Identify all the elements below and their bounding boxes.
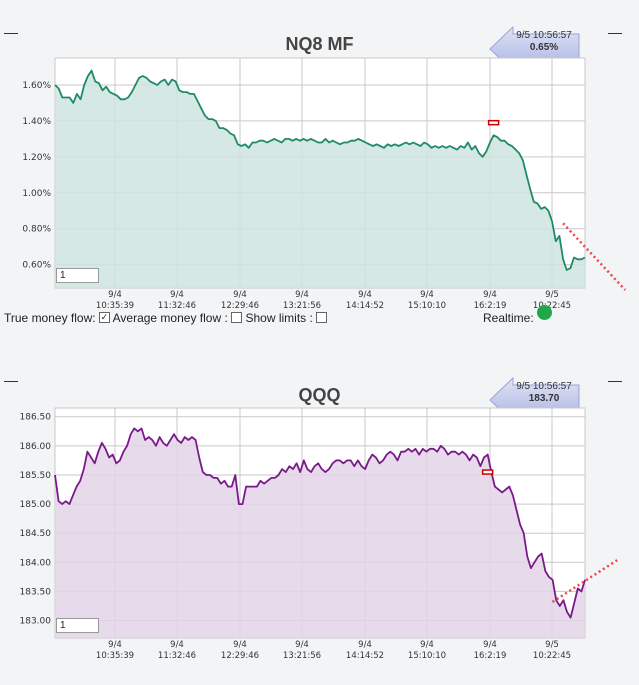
y-tick-label: 1.00% xyxy=(22,189,51,199)
x-tick-date: 9/5 xyxy=(545,640,559,650)
x-tick-date: 9/4 xyxy=(420,640,434,650)
y-tick-label: 183.00 xyxy=(20,617,52,627)
x-tick-date: 9/4 xyxy=(170,290,184,300)
realtime-indicator[interactable] xyxy=(537,305,552,320)
x-tick-time: 10:35:39 xyxy=(96,651,134,661)
y-tick-label: 1.40% xyxy=(22,117,51,127)
x-tick-date: 9/4 xyxy=(483,640,497,650)
chart-panel-nq8: NQ8 MF 9/5 10:56:57 0.65% 0.60% 0.80% 1.00%… xyxy=(0,0,639,340)
y-tick-label: 185.00 xyxy=(20,500,52,510)
show-limits-checkbox[interactable] xyxy=(316,312,328,324)
period-input[interactable]: 1 xyxy=(56,268,99,283)
y-tick-label: 1.60% xyxy=(22,81,51,91)
controls-row: True money flow: ✓ Average money flow : … xyxy=(4,311,328,325)
callout-time: 9/5 10:56:57 xyxy=(516,381,572,392)
callout-value: 0.65% xyxy=(529,42,559,53)
y-tick-label: 183.50 xyxy=(20,587,52,597)
y-tick-label: 184.00 xyxy=(20,558,52,568)
x-tick-time: 15:10:10 xyxy=(408,301,446,311)
average-money-flow-label: Average money flow : xyxy=(112,311,228,325)
x-tick-time: 11:32:46 xyxy=(158,301,196,311)
y-tick-label: 1.20% xyxy=(22,153,51,163)
x-tick-time: 10:35:39 xyxy=(96,301,134,311)
x-tick-date: 9/4 xyxy=(420,290,434,300)
x-tick-date: 9/4 xyxy=(358,640,372,650)
x-tick-date: 9/4 xyxy=(108,290,122,300)
x-tick-time: 10:22:45 xyxy=(533,651,571,661)
trend-line xyxy=(562,222,627,291)
collapse-left-dash[interactable] xyxy=(4,381,18,382)
collapse-left-dash[interactable] xyxy=(4,33,18,34)
x-tick-time: 13:21:56 xyxy=(283,301,321,311)
x-tick-time: 12:29:46 xyxy=(221,301,259,311)
x-tick-date: 9/4 xyxy=(233,640,247,650)
x-tick-time: 14:14:52 xyxy=(346,651,384,661)
y-tick-label: 186.50 xyxy=(20,413,52,423)
x-tick-date: 9/4 xyxy=(358,290,372,300)
average-money-flow-checkbox[interactable] xyxy=(231,312,243,324)
series-area xyxy=(55,428,585,638)
true-money-flow-checkbox[interactable]: ✓ xyxy=(98,312,110,324)
x-tick-time: 12:29:46 xyxy=(221,651,259,661)
qqq-chart-svg: 183.00 183.50 184.00 184.50 185.00 185.50 186.… xyxy=(20,407,619,661)
x-tick-time: 11:32:46 xyxy=(158,651,196,661)
x-tick-time: 15:10:10 xyxy=(408,651,446,661)
series-line xyxy=(54,69,586,271)
nq8-chart-svg: 0.60%0.80%1.00%1.20%1.40%1.60%9/410:35:3… xyxy=(22,57,627,311)
x-tick-time: 16:2:19 xyxy=(474,651,507,661)
x-tick-date: 9/4 xyxy=(108,640,122,650)
x-tick-date: 9/4 xyxy=(295,640,309,650)
realtime-label: Realtime: xyxy=(483,311,534,325)
true-money-flow-label: True money flow: xyxy=(4,311,96,325)
x-tick-time: 16:2:19 xyxy=(474,301,507,311)
y-tick-label: 184.50 xyxy=(20,529,52,539)
x-tick-date: 9/4 xyxy=(295,290,309,300)
collapse-right-dash[interactable] xyxy=(608,381,622,382)
limit-marker xyxy=(481,469,494,475)
y-tick-label: 185.50 xyxy=(20,471,52,481)
x-tick-date: 9/4 xyxy=(483,290,497,300)
chart-title: NQ8 MF xyxy=(285,34,354,54)
x-tick-date: 9/4 xyxy=(233,290,247,300)
limit-marker xyxy=(487,119,500,126)
x-tick-time: 14:14:52 xyxy=(346,301,384,311)
callout-time: 9/5 10:56:57 xyxy=(516,30,572,41)
callout-value: 183.70 xyxy=(528,393,560,404)
x-tick-date: 9/5 xyxy=(545,290,559,300)
x-tick-time: 13:21:56 xyxy=(283,651,321,661)
x-tick-time: 10:22:45 xyxy=(533,301,571,311)
chart-panel-qqq: QQQ 9/5 10:56:57 183.70 183.00 183.50 184.0… xyxy=(0,340,639,685)
y-tick-label: 0.80% xyxy=(22,225,51,235)
chart-title: QQQ xyxy=(298,385,341,405)
period-input[interactable]: 1 xyxy=(56,618,99,633)
series-line xyxy=(54,427,586,619)
show-limits-label: Show limits : xyxy=(245,311,313,325)
x-tick-date: 9/4 xyxy=(170,640,184,650)
series-area xyxy=(55,70,585,288)
y-tick-label: 186.00 xyxy=(20,442,52,452)
collapse-right-dash[interactable] xyxy=(608,33,622,34)
y-tick-label: 0.60% xyxy=(22,261,51,271)
